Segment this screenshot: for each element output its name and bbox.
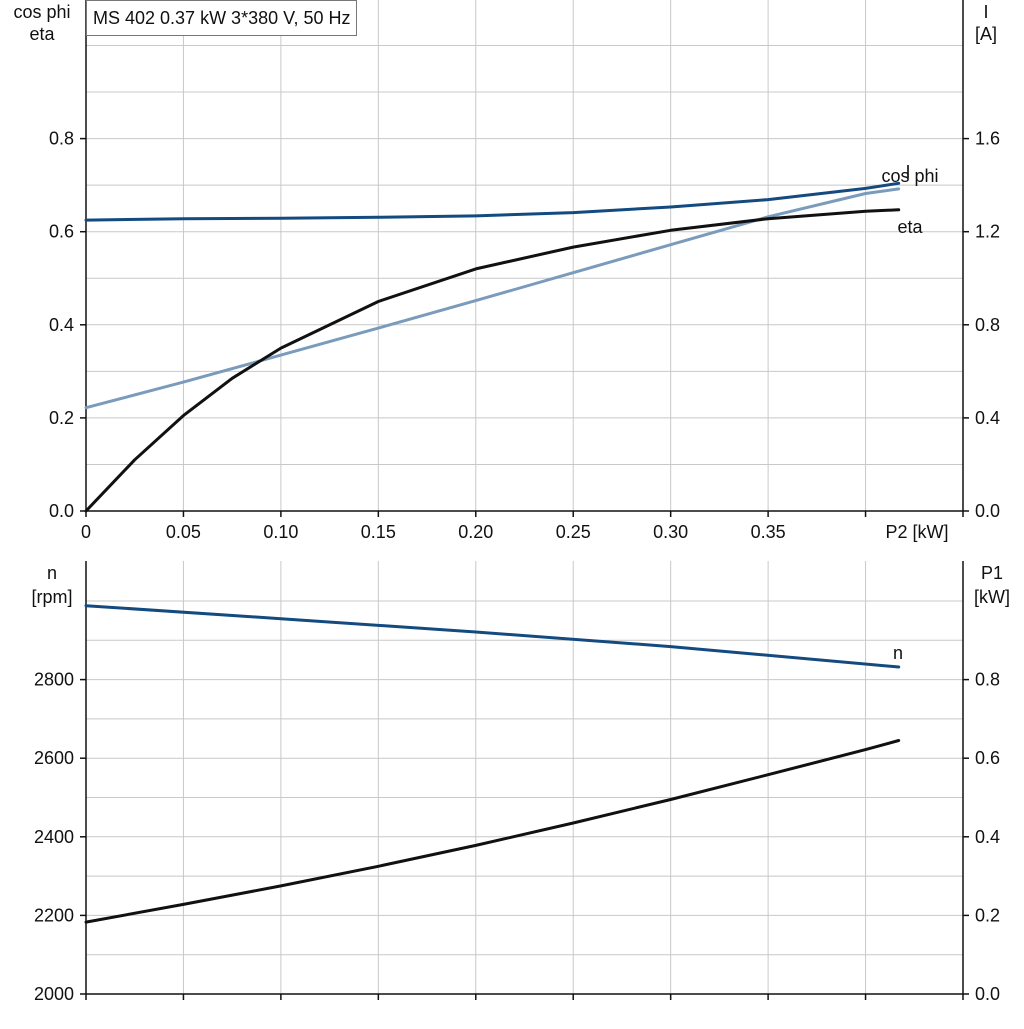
x-axis-label: P2 [kW] (885, 522, 948, 542)
top-right-tick-label: 0.4 (975, 408, 1000, 428)
bottom-right-axis-label-1: P1 (981, 563, 1003, 583)
bottom-right-tick-label: 0.0 (975, 984, 1000, 1004)
top-left-axis-label-1: cos phi (13, 2, 70, 22)
top-right-tick-label: 0.8 (975, 315, 1000, 335)
top-left-tick-label: 0.4 (49, 315, 74, 335)
bottom-right-tick-label: 0.4 (975, 827, 1000, 847)
bottom-left-tick-label: 2800 (34, 670, 74, 690)
series-cos-phi-line (84, 187, 901, 410)
bottom-right-tick-label: 0.8 (975, 670, 1000, 690)
top-right-axis-label-2: [A] (975, 24, 997, 44)
x-tick-label: 0.15 (361, 522, 396, 542)
bottom-left-axis-label-2: [rpm] (31, 587, 72, 607)
x-tick-label: 0.20 (458, 522, 493, 542)
x-tick-label: 0.30 (653, 522, 688, 542)
series-cos-phi-label: cos phi (881, 166, 938, 186)
bottom-right-tick-label: 0.2 (975, 905, 1000, 925)
series-eta-line (84, 208, 901, 513)
top-right-tick-label: 0.0 (975, 501, 1000, 521)
series-P1-line (84, 739, 901, 924)
bottom-left-tick-label: 2000 (34, 984, 74, 1004)
top-left-tick-label: 0.6 (49, 222, 74, 242)
top-right-axis-label-1: I (983, 2, 988, 22)
bottom-left-axis-label-1: n (47, 563, 57, 583)
bottom-left-tick-label: 2400 (34, 827, 74, 847)
top-right-tick-label: 1.2 (975, 222, 1000, 242)
bottom-left-tick-label: 2200 (34, 905, 74, 925)
series-eta-label: eta (897, 217, 923, 237)
bottom-right-tick-label: 0.6 (975, 748, 1000, 768)
bottom-right-axis-label-2: [kW] (974, 587, 1010, 607)
top-left-tick-label: 0.8 (49, 129, 74, 149)
top-left-tick-label: 0.0 (49, 501, 74, 521)
bottom-left-tick-label: 2600 (34, 748, 74, 768)
top-left-axis-label-2: eta (29, 24, 55, 44)
x-tick-label: 0.25 (556, 522, 591, 542)
bottom-panel-grid (86, 561, 963, 994)
x-tick-label: 0.35 (751, 522, 786, 542)
series-n-label: n (893, 643, 903, 663)
series-I-line (84, 181, 901, 222)
top-left-tick-label: 0.2 (49, 408, 74, 428)
x-tick-label: 0.10 (263, 522, 298, 542)
x-tick-label: 0.05 (166, 522, 201, 542)
x-tick-label: 0 (81, 522, 91, 542)
chart-title: MS 402 0.37 kW 3*380 V, 50 Hz (86, 0, 358, 36)
top-panel-grid (86, 0, 963, 511)
top-right-tick-label: 1.6 (975, 129, 1000, 149)
series-n-line (84, 604, 901, 669)
series-I-label: I (905, 162, 910, 182)
